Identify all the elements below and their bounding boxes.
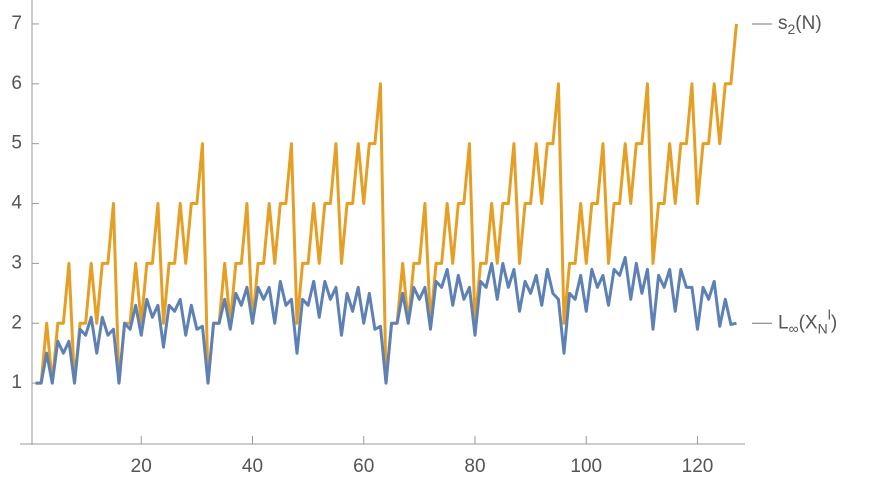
y-tick-label: 2 (11, 312, 22, 333)
legend-label: s2(N) (778, 13, 822, 37)
series-line (35, 255, 737, 385)
y-tick-label: 1 (11, 372, 22, 393)
x-tick-label: 100 (570, 456, 602, 477)
x-tick-label: 120 (682, 456, 714, 477)
x-tick-label: 80 (464, 456, 485, 477)
legend-label: L∞(XNl) (778, 306, 837, 336)
y-tick-label: 6 (11, 73, 22, 94)
y-tick-label: 3 (11, 252, 22, 273)
y-tick-label: 5 (11, 133, 22, 154)
x-tick-label: 20 (131, 456, 152, 477)
x-tick-label: 40 (242, 456, 263, 477)
x-tick-label: 60 (353, 456, 374, 477)
y-tick-label: 7 (11, 13, 22, 34)
y-tick-label: 4 (11, 193, 22, 214)
